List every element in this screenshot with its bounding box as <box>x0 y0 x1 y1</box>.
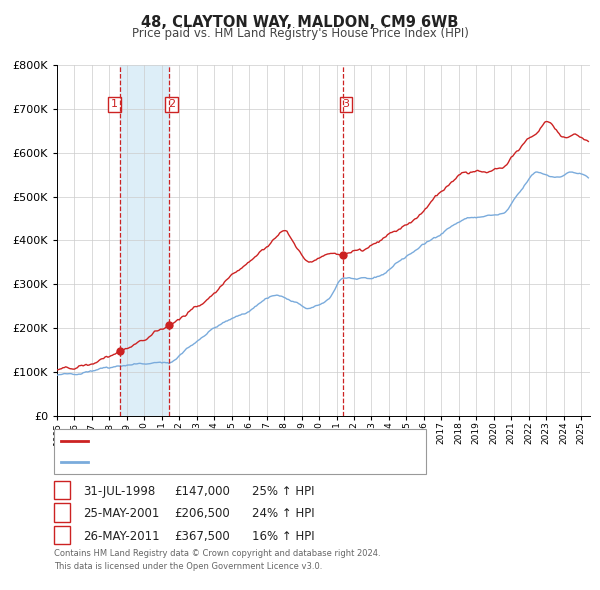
Text: £147,000: £147,000 <box>174 485 230 498</box>
Text: 25-MAY-2001: 25-MAY-2001 <box>83 507 159 520</box>
Text: 24% ↑ HPI: 24% ↑ HPI <box>252 507 314 520</box>
Text: Price paid vs. HM Land Registry's House Price Index (HPI): Price paid vs. HM Land Registry's House … <box>131 27 469 40</box>
Text: 2: 2 <box>58 507 66 520</box>
Text: Contains HM Land Registry data © Crown copyright and database right 2024.: Contains HM Land Registry data © Crown c… <box>54 549 380 558</box>
Text: 31-JUL-1998: 31-JUL-1998 <box>83 485 155 498</box>
Text: This data is licensed under the Open Government Licence v3.0.: This data is licensed under the Open Gov… <box>54 562 322 571</box>
Bar <box>119 65 169 416</box>
Text: 48, CLAYTON WAY, MALDON, CM9 6WB (detached house): 48, CLAYTON WAY, MALDON, CM9 6WB (detach… <box>92 436 389 446</box>
Text: 26-MAY-2011: 26-MAY-2011 <box>83 530 160 543</box>
Text: 48, CLAYTON WAY, MALDON, CM9 6WB: 48, CLAYTON WAY, MALDON, CM9 6WB <box>142 15 458 30</box>
Text: 2: 2 <box>168 99 175 109</box>
Text: HPI: Average price, detached house, Maldon: HPI: Average price, detached house, Mald… <box>92 457 323 467</box>
Text: 25% ↑ HPI: 25% ↑ HPI <box>252 485 314 498</box>
Text: 1: 1 <box>111 99 118 109</box>
Text: 3: 3 <box>58 530 66 543</box>
Text: 1: 1 <box>58 485 66 498</box>
Text: £367,500: £367,500 <box>174 530 230 543</box>
Text: 16% ↑ HPI: 16% ↑ HPI <box>252 530 314 543</box>
Text: 3: 3 <box>343 99 350 109</box>
Text: £206,500: £206,500 <box>174 507 230 520</box>
